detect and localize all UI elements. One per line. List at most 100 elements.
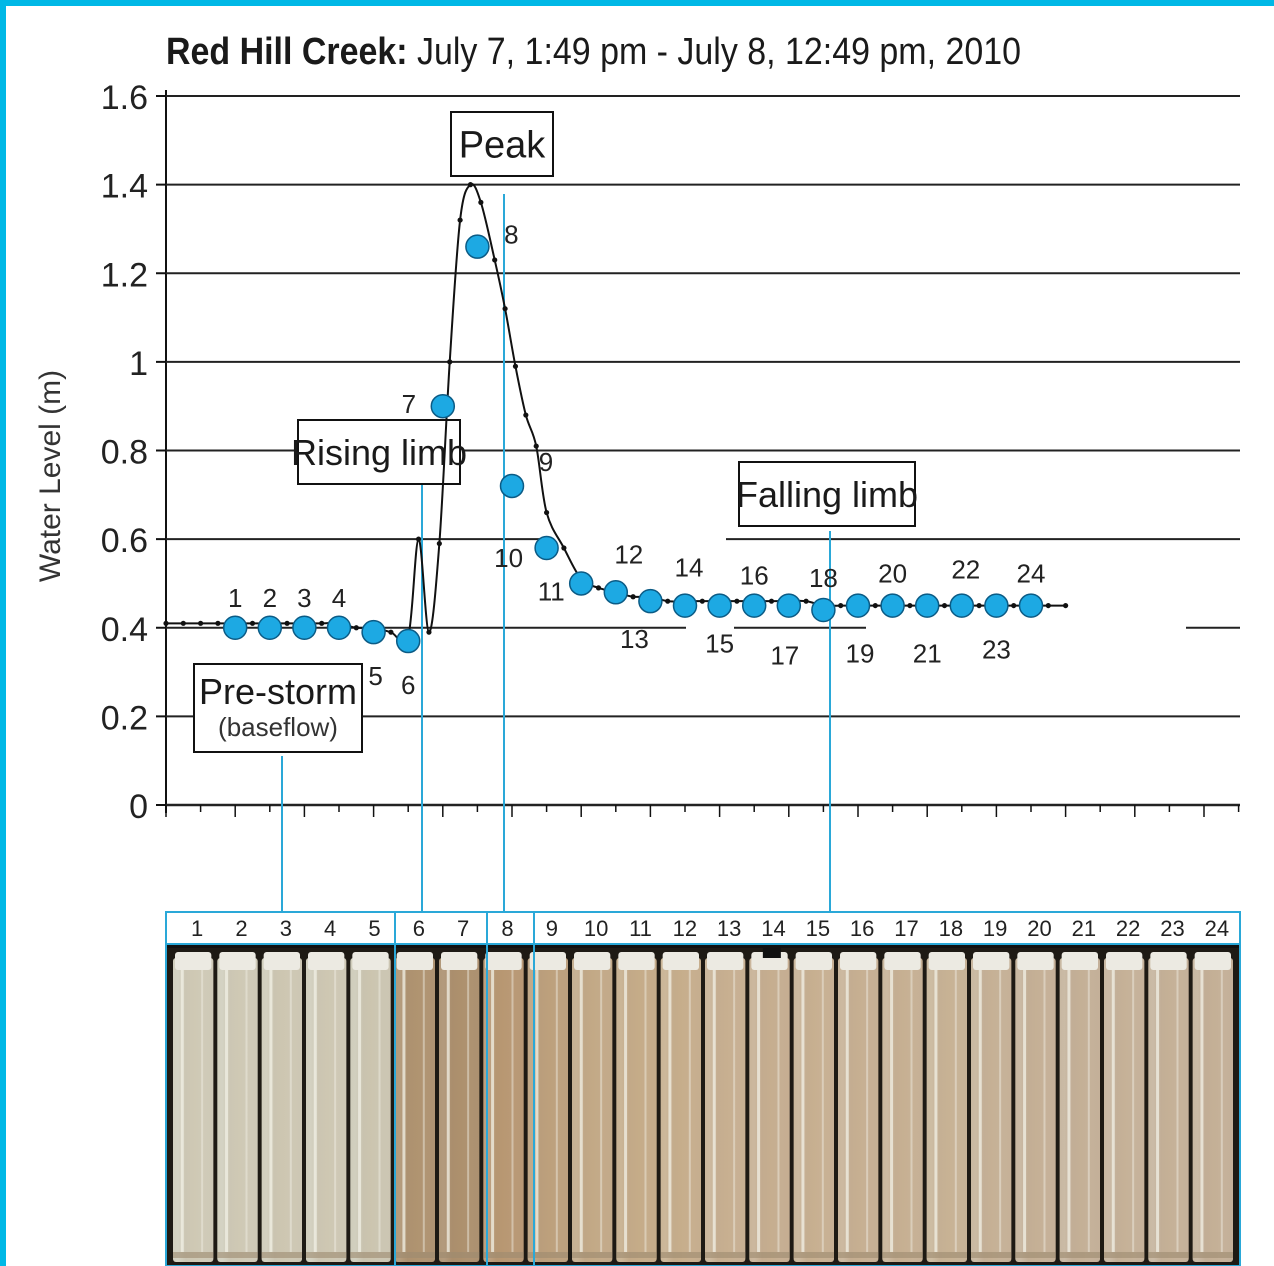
reading-dot bbox=[561, 545, 567, 551]
bottle-sediment bbox=[439, 1252, 480, 1258]
bottle-cap bbox=[884, 952, 921, 970]
reading-dot bbox=[1063, 602, 1069, 609]
bottle-sediment bbox=[306, 1252, 347, 1258]
bottle-number-6: 6 bbox=[413, 916, 425, 941]
bottle-shade bbox=[1104, 958, 1145, 1262]
bottle-shade bbox=[173, 958, 214, 1262]
bottle-number-17: 17 bbox=[894, 916, 918, 941]
sample-label-5: 5 bbox=[368, 661, 382, 691]
bottle-cap bbox=[662, 952, 699, 970]
sample-label-1: 1 bbox=[228, 583, 242, 613]
falling-limb-annotation-label: Falling limb bbox=[736, 474, 918, 515]
bottle-shade bbox=[261, 958, 302, 1262]
x-tick-marks bbox=[165, 805, 1240, 817]
sample-bottle-9 bbox=[527, 952, 568, 1262]
reading-dot bbox=[353, 625, 359, 631]
sample-bottle-18 bbox=[926, 952, 967, 1262]
bottle-highlight bbox=[467, 970, 470, 1252]
reading-dot bbox=[215, 620, 221, 626]
sample-marker-2 bbox=[257, 615, 283, 640]
chart-title-bold: Red Hill Creek: bbox=[166, 31, 408, 73]
sample-label-9: 9 bbox=[539, 447, 553, 477]
bottle-sediment bbox=[705, 1252, 746, 1258]
bottle-number-7: 7 bbox=[457, 916, 469, 941]
sample-label-12: 12 bbox=[614, 539, 643, 569]
bottle-number-15: 15 bbox=[806, 916, 830, 941]
bottle-sediment bbox=[926, 1252, 967, 1258]
grid-lines bbox=[156, 90, 1240, 813]
bottle-sediment bbox=[217, 1252, 258, 1258]
sample-marker-12 bbox=[603, 580, 629, 605]
bottle-number-24: 24 bbox=[1205, 916, 1229, 941]
reading-dot bbox=[502, 306, 508, 312]
bottle-sediment bbox=[838, 1252, 879, 1258]
sample-markers bbox=[222, 234, 1044, 654]
bottle-number-23: 23 bbox=[1160, 916, 1184, 941]
sample-bottle-5 bbox=[350, 952, 391, 1262]
bottle-cap bbox=[396, 952, 433, 970]
bottle-highlight bbox=[1087, 970, 1090, 1252]
bottle-shade bbox=[971, 958, 1012, 1262]
bottle-cap bbox=[707, 952, 744, 970]
reading-dot bbox=[838, 602, 844, 609]
bottle-sediment bbox=[882, 1252, 923, 1258]
sample-marker-9 bbox=[499, 473, 525, 499]
bottle-shade bbox=[1192, 958, 1233, 1262]
bottle-highlight bbox=[334, 970, 337, 1252]
bottle-number-12: 12 bbox=[673, 916, 697, 941]
sample-bottle-19 bbox=[971, 952, 1012, 1262]
bottle-number-16: 16 bbox=[850, 916, 874, 941]
reading-dot bbox=[630, 594, 636, 600]
rising-limb-annotation-box bbox=[297, 419, 461, 485]
reading-dot bbox=[595, 585, 602, 591]
sample-label-8: 8 bbox=[504, 220, 518, 250]
reading-dot bbox=[198, 620, 204, 626]
reading-dot bbox=[249, 620, 256, 626]
pre-storm-annotation: Pre-storm(baseflow) bbox=[193, 663, 363, 753]
annotation-boxes: Peak Rising limb Falling limb Pre-storm(bas… bbox=[193, 111, 918, 753]
bottle-cap bbox=[1194, 952, 1231, 970]
bottle-highlight bbox=[378, 970, 381, 1252]
bottle-highlight bbox=[491, 970, 495, 1252]
hydrograph-chart: Red Hill Creek: July 7, 1:49 pm - July 8… bbox=[34, 31, 1241, 1266]
bottle-cap bbox=[574, 952, 611, 970]
reading-dot bbox=[544, 509, 550, 516]
water-level-readings bbox=[163, 182, 1069, 640]
bottle-shade bbox=[705, 958, 746, 1262]
figure-frame: Red Hill Creek: July 7, 1:49 pm - July 8… bbox=[6, 6, 1274, 1266]
sample-label-15: 15 bbox=[705, 629, 734, 659]
rising-limb-annotation: Rising limb bbox=[291, 419, 467, 485]
sample-bottle-7 bbox=[439, 952, 480, 1262]
sample-label-19: 19 bbox=[846, 639, 875, 669]
bottle-cap bbox=[1150, 952, 1187, 970]
bottle-shade bbox=[660, 958, 701, 1262]
bottle-highlight bbox=[358, 970, 362, 1252]
sample-label-2: 2 bbox=[263, 583, 277, 613]
bottle-number-10: 10 bbox=[584, 916, 608, 941]
strip-border bbox=[165, 911, 1241, 945]
reading-dot bbox=[907, 602, 913, 609]
sample-bottle-6 bbox=[394, 952, 435, 1262]
bottle-sediment bbox=[350, 1252, 391, 1258]
bottle-cap bbox=[219, 952, 256, 970]
sample-label-20: 20 bbox=[878, 559, 907, 589]
bottle-highlight bbox=[866, 970, 869, 1252]
sample-bottle-4 bbox=[306, 952, 347, 1262]
bottle-highlight bbox=[954, 970, 957, 1252]
reading-dot bbox=[388, 629, 394, 635]
pre-storm-annotation-sublabel: (baseflow) bbox=[218, 712, 338, 742]
sample-marker-15 bbox=[707, 593, 732, 618]
peak-annotation: Peak bbox=[450, 111, 554, 177]
sample-marker-1 bbox=[222, 615, 248, 640]
bottle-sediment bbox=[173, 1252, 214, 1258]
sample-marker-7 bbox=[430, 393, 456, 419]
bottle-number-11: 11 bbox=[629, 916, 652, 941]
pre-storm-annotation-label: Pre-storm bbox=[199, 671, 357, 712]
sample-bottle-21 bbox=[1059, 952, 1100, 1262]
bottle-highlight bbox=[978, 970, 982, 1252]
bottle-number-9: 9 bbox=[546, 916, 558, 941]
bottle-sediment bbox=[971, 1252, 1012, 1258]
water-level-line bbox=[166, 183, 1066, 644]
reading-dot bbox=[447, 359, 453, 365]
reading-dot bbox=[665, 598, 671, 604]
